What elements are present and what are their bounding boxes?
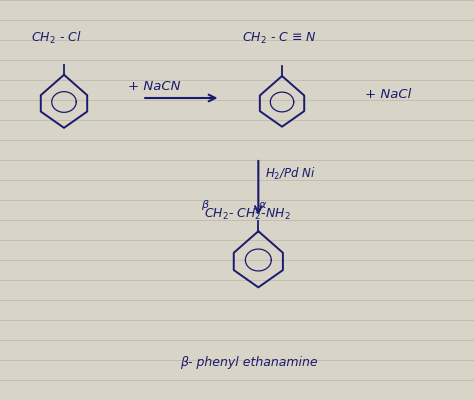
Text: CH$_2$ - C ≡ N: CH$_2$ - C ≡ N bbox=[242, 31, 317, 46]
Text: β- phenyl ethanamine: β- phenyl ethanamine bbox=[180, 356, 318, 369]
Text: + NaCl: + NaCl bbox=[365, 88, 411, 101]
Text: CH$_2$- CH$_2$-NH$_2$: CH$_2$- CH$_2$-NH$_2$ bbox=[204, 207, 291, 222]
Text: + NaCN: + NaCN bbox=[128, 80, 181, 93]
Text: CH$_2$ - Cl: CH$_2$ - Cl bbox=[31, 30, 82, 46]
Text: H$_2$/Pd Ni: H$_2$/Pd Ni bbox=[265, 166, 316, 182]
Text: α: α bbox=[258, 200, 266, 210]
Text: β: β bbox=[201, 200, 209, 210]
